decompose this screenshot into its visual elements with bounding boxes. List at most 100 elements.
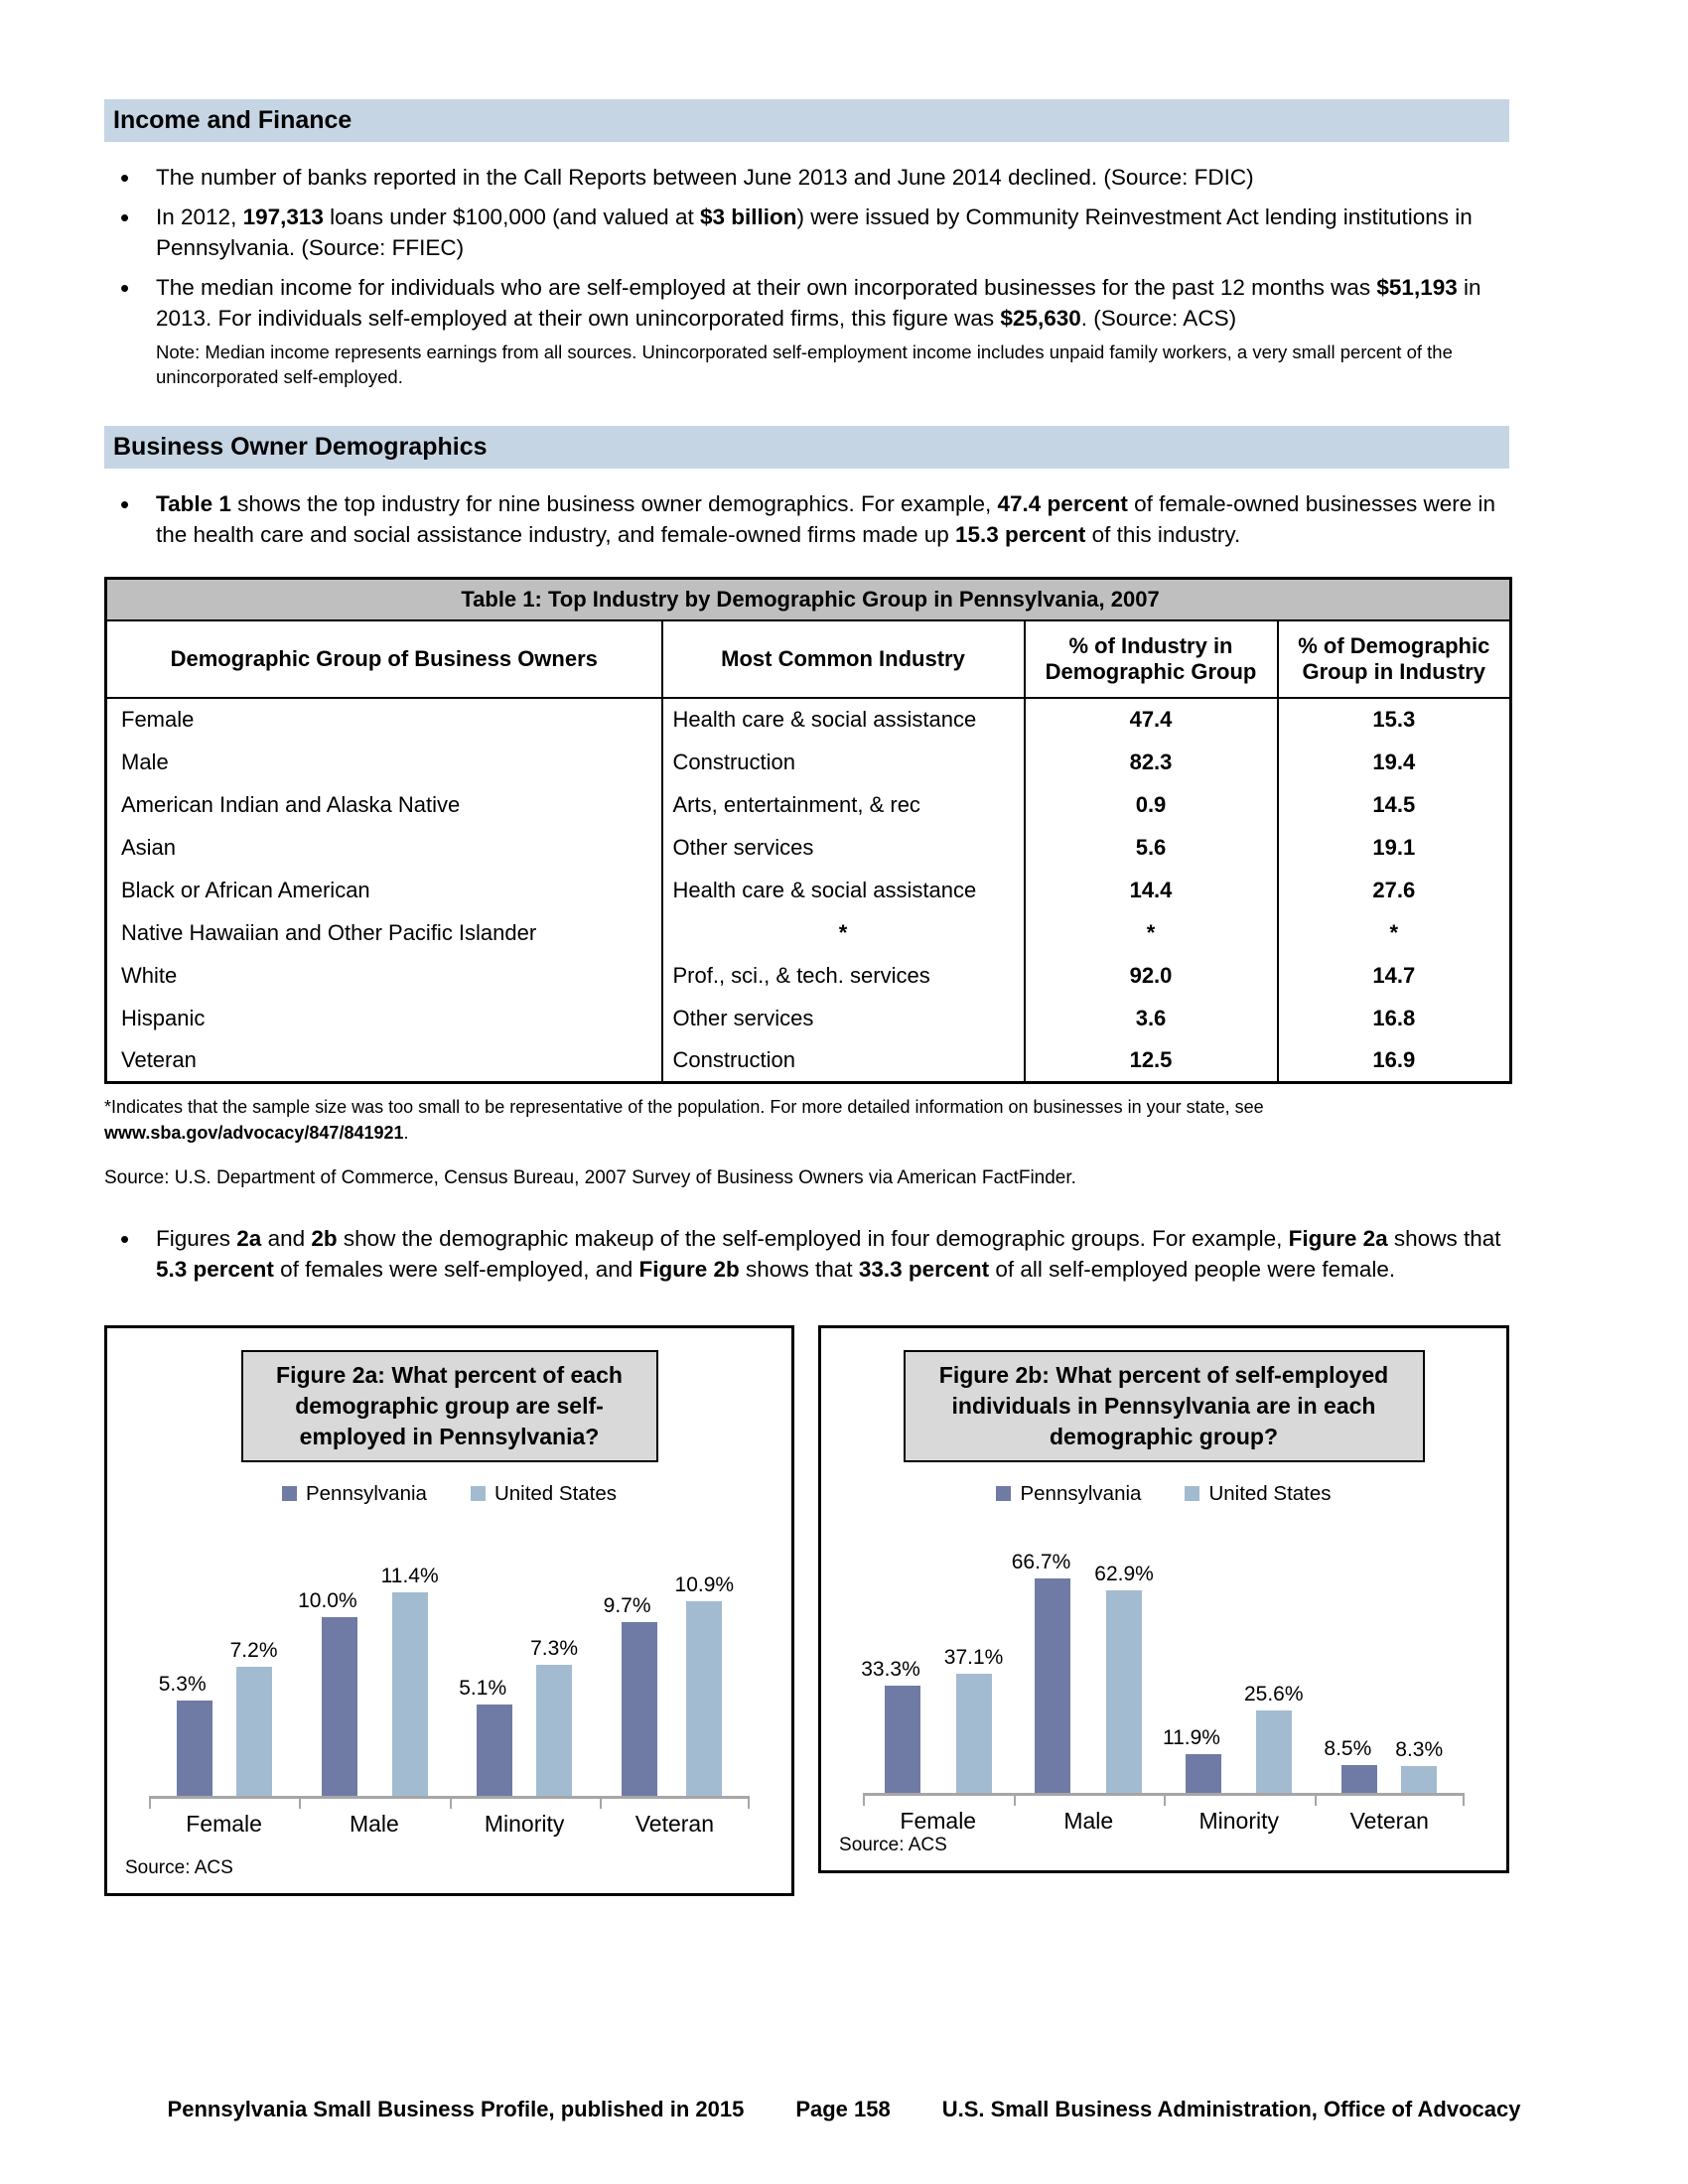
bar-pennsylvania <box>176 1701 212 1796</box>
table-row: Hispanic Other services 3.6 16.8 <box>106 997 1511 1040</box>
bar-unit: 33.3% <box>861 1536 932 1793</box>
table-cell: Construction <box>660 741 1025 784</box>
bar-group: 10.0% 11.4% <box>298 1546 449 1796</box>
section-header-business-owner-demographics: Business Owner Demographics <box>104 425 1509 469</box>
text-segment: ) were issued by Community Reinvestment … <box>156 204 1473 261</box>
text-segment: shows the top industry for nine business… <box>230 490 998 516</box>
bar-value-label: 37.1% <box>943 1645 1004 1669</box>
bar-group: 66.7% 62.9% <box>1012 1536 1165 1793</box>
table-cell: 16.8 <box>1276 997 1511 1040</box>
bar-unit: 11.4% <box>381 1546 439 1796</box>
bar-pennsylvania <box>884 1686 920 1793</box>
table-cell: Arts, entertainment, & rec <box>660 783 1025 827</box>
table1-title-row: Table 1: Top Industry by Demographic Gro… <box>105 578 1511 622</box>
bullet-item: The median income for individuals who ar… <box>104 269 1509 390</box>
footer-publication: Pennsylvania Small Business Profile, pub… <box>167 2097 745 2121</box>
bar-unit: 62.9% <box>1094 1536 1154 1793</box>
x-axis <box>863 1792 1465 1806</box>
figure-title: Figure 2a: What percent of each demograp… <box>240 1349 658 1462</box>
table-cell: Native Hawaiian and Other Pacific Island… <box>121 919 537 945</box>
text-segment: $51,193 <box>1376 274 1458 300</box>
text-segment: 5.3 percent <box>156 1257 274 1283</box>
text-segment: Figures <box>156 1225 237 1251</box>
category-label: Male <box>1063 1807 1114 1834</box>
table-cell: Hispanic <box>121 1005 206 1030</box>
table-cell: Other services <box>660 826 1025 870</box>
bullet-text: Table 1 shows the top industry for nine … <box>156 491 1495 548</box>
table1-header-cell: % of Demographic Group in Industry <box>1276 620 1511 700</box>
chart-legend: Pennsylvania United States <box>821 1482 1506 1506</box>
bar-value-label: 10.0% <box>298 1588 357 1612</box>
table-cell: 19.1 <box>1276 826 1511 870</box>
page-footer: Pennsylvania Small Business Profile, pub… <box>0 2097 1688 2122</box>
table-cell: Health care & social assistance <box>660 869 1025 912</box>
legend-swatch <box>996 1486 1012 1502</box>
bar-value-label: 11.4% <box>380 1564 439 1587</box>
table-cell: * <box>1023 911 1278 955</box>
table1-header-cell: Most Common Industry <box>660 620 1025 700</box>
axis-tick <box>449 1798 452 1809</box>
bar-pennsylvania <box>1035 1577 1071 1793</box>
legend-item: United States <box>1185 1482 1332 1506</box>
demographics-bullets: Table 1 shows the top industry for nine … <box>104 486 1509 551</box>
text-segment: . <box>403 1122 409 1143</box>
table-cell: Black or African American <box>121 877 370 902</box>
table1-title: Table 1: Top Industry by Demographic Gro… <box>105 578 1511 622</box>
bullet-item: Figures 2a and 2b show the demographic m… <box>104 1221 1509 1286</box>
text-segment: 33.3 percent <box>858 1257 990 1283</box>
axis-tick <box>748 1798 751 1809</box>
figures-row: Figure 2a: What percent of each demograp… <box>104 1324 1509 1896</box>
text-segment: $3 billion <box>699 204 797 229</box>
bullet-item: In 2012, 197,313 loans under $100,000 (a… <box>104 200 1509 264</box>
bar-unit: 5.1% <box>459 1546 518 1796</box>
text-segment: 2a <box>236 1225 262 1251</box>
category-label: Minority <box>1198 1807 1280 1834</box>
footer-agency: U.S. Small Business Administration, Offi… <box>941 2097 1521 2121</box>
table-cell: Construction <box>660 1039 1025 1083</box>
legend-label: United States <box>493 1481 618 1505</box>
table-cell: 14.7 <box>1276 954 1511 998</box>
table-row: Black or African American Health care & s… <box>106 869 1511 912</box>
table-cell: Male <box>121 749 169 774</box>
table1: Table 1: Top Industry by Demographic Gro… <box>104 576 1513 1084</box>
table-cell: 15.3 <box>1276 698 1511 742</box>
legend-swatch <box>281 1486 297 1502</box>
bar-value-label: 33.3% <box>861 1658 920 1682</box>
figure-2b: Figure 2b: What percent of self-employed… <box>818 1324 1509 1873</box>
table1-header-cell: % of Industry in Demographic Group <box>1023 620 1278 700</box>
bar-group: 11.9% 25.6% <box>1163 1536 1315 1793</box>
x-axis <box>149 1795 751 1809</box>
bar-pennsylvania <box>1341 1765 1378 1793</box>
legend-swatch <box>1185 1486 1200 1502</box>
bar-unit: 37.1% <box>943 1536 1004 1793</box>
category-labels: Female Male Minority Veteran <box>863 1808 1465 1835</box>
bar-unit: 7.2% <box>230 1546 278 1796</box>
text-segment: of female-owned businesses were in the h… <box>156 490 1496 548</box>
bar-value-label: 5.3% <box>158 1673 207 1697</box>
table-cell: 82.3 <box>1023 741 1278 784</box>
table-cell: 3.6 <box>1023 997 1278 1040</box>
text-segment: shows that <box>739 1257 859 1283</box>
category-labels: Female Male Minority Veteran <box>149 1811 750 1838</box>
table-cell: American Indian and Alaska Native <box>121 791 461 817</box>
bar-value-label: 7.3% <box>530 1637 578 1661</box>
bar-value-label: 10.9% <box>674 1572 735 1596</box>
text-segment: of this industry. <box>1085 522 1241 548</box>
axis-tick <box>149 1798 151 1809</box>
axis-tick <box>599 1798 602 1809</box>
text-segment: 47.4 percent <box>997 490 1128 516</box>
table-cell: White <box>121 962 178 988</box>
bar-group: 8.5% 8.3% <box>1315 1536 1466 1793</box>
bar-unit: 5.3% <box>159 1546 218 1796</box>
bar-united-states <box>235 1667 272 1796</box>
category-label: Male <box>349 1810 399 1837</box>
chart-legend: Pennsylvania United States <box>107 1482 791 1506</box>
table1-body: Female Health care & social assistance 47.… <box>106 698 1511 1083</box>
figure-title: Figure 2b: What percent of self-employed… <box>903 1349 1425 1462</box>
text-segment: in 2013. For individuals self-employed a… <box>156 274 1481 332</box>
bar-unit: 10.9% <box>674 1546 735 1796</box>
table-cell: 14.4 <box>1023 869 1278 912</box>
table1-header-cell: Demographic Group of Business Owners <box>105 620 662 700</box>
table-cell: * <box>1276 911 1511 955</box>
legend-label: Pennsylvania <box>305 1481 427 1505</box>
